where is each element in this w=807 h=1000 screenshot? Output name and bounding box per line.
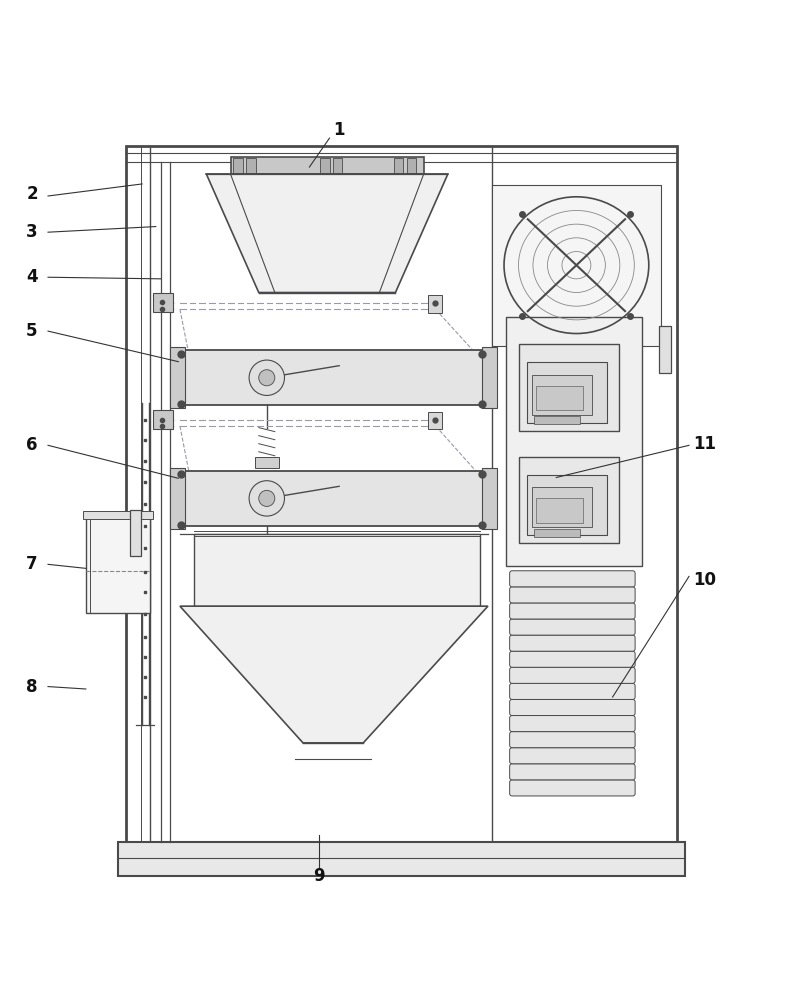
Bar xyxy=(194,534,480,606)
Bar xyxy=(83,511,153,519)
FancyBboxPatch shape xyxy=(510,683,635,699)
Bar xyxy=(320,158,329,173)
FancyBboxPatch shape xyxy=(510,699,635,716)
FancyBboxPatch shape xyxy=(510,603,635,619)
Text: 5: 5 xyxy=(26,322,38,340)
Bar xyxy=(428,412,442,429)
Bar xyxy=(536,498,583,523)
FancyBboxPatch shape xyxy=(510,571,635,587)
FancyBboxPatch shape xyxy=(510,716,635,732)
Text: 6: 6 xyxy=(26,436,38,454)
Bar xyxy=(407,158,416,173)
Bar xyxy=(118,842,685,876)
FancyBboxPatch shape xyxy=(510,587,635,603)
FancyBboxPatch shape xyxy=(510,732,635,748)
FancyBboxPatch shape xyxy=(510,651,635,667)
Text: 11: 11 xyxy=(693,435,717,453)
Bar xyxy=(153,293,173,312)
Circle shape xyxy=(259,490,275,506)
Bar xyxy=(532,375,592,415)
Bar xyxy=(533,416,580,424)
Bar xyxy=(170,347,185,408)
Bar xyxy=(86,516,150,613)
Bar xyxy=(180,471,486,526)
Bar xyxy=(246,158,256,173)
Bar xyxy=(126,146,677,842)
Bar xyxy=(180,350,486,405)
Polygon shape xyxy=(207,174,448,293)
FancyBboxPatch shape xyxy=(510,764,635,780)
Bar xyxy=(519,344,619,431)
Polygon shape xyxy=(180,606,488,743)
Circle shape xyxy=(249,481,285,516)
Bar xyxy=(255,577,279,588)
Bar xyxy=(532,487,592,527)
FancyBboxPatch shape xyxy=(510,780,635,796)
Text: 9: 9 xyxy=(313,867,325,885)
Bar xyxy=(519,457,619,543)
Text: 1: 1 xyxy=(333,121,345,139)
Bar xyxy=(526,475,607,535)
Bar xyxy=(428,295,442,313)
Bar xyxy=(659,326,671,373)
FancyBboxPatch shape xyxy=(510,748,635,764)
Bar xyxy=(533,529,580,537)
Bar xyxy=(130,510,141,556)
Bar xyxy=(483,347,497,408)
Bar xyxy=(233,158,243,173)
Bar xyxy=(526,362,607,423)
Circle shape xyxy=(259,370,275,386)
FancyBboxPatch shape xyxy=(510,635,635,651)
Bar xyxy=(394,158,404,173)
Bar xyxy=(231,157,424,174)
Bar xyxy=(483,468,497,529)
Bar xyxy=(332,158,342,173)
Text: 3: 3 xyxy=(26,223,38,241)
FancyBboxPatch shape xyxy=(510,619,635,635)
FancyBboxPatch shape xyxy=(510,667,635,683)
Bar xyxy=(153,410,173,429)
Text: 8: 8 xyxy=(26,678,38,696)
Text: 4: 4 xyxy=(26,268,38,286)
Bar xyxy=(492,185,661,346)
Text: 2: 2 xyxy=(26,185,38,203)
Bar xyxy=(536,386,583,410)
Text: 10: 10 xyxy=(693,571,717,589)
Text: 7: 7 xyxy=(26,555,38,573)
Bar xyxy=(255,457,279,468)
Bar xyxy=(170,468,185,529)
Circle shape xyxy=(249,360,285,395)
Bar xyxy=(507,317,642,566)
